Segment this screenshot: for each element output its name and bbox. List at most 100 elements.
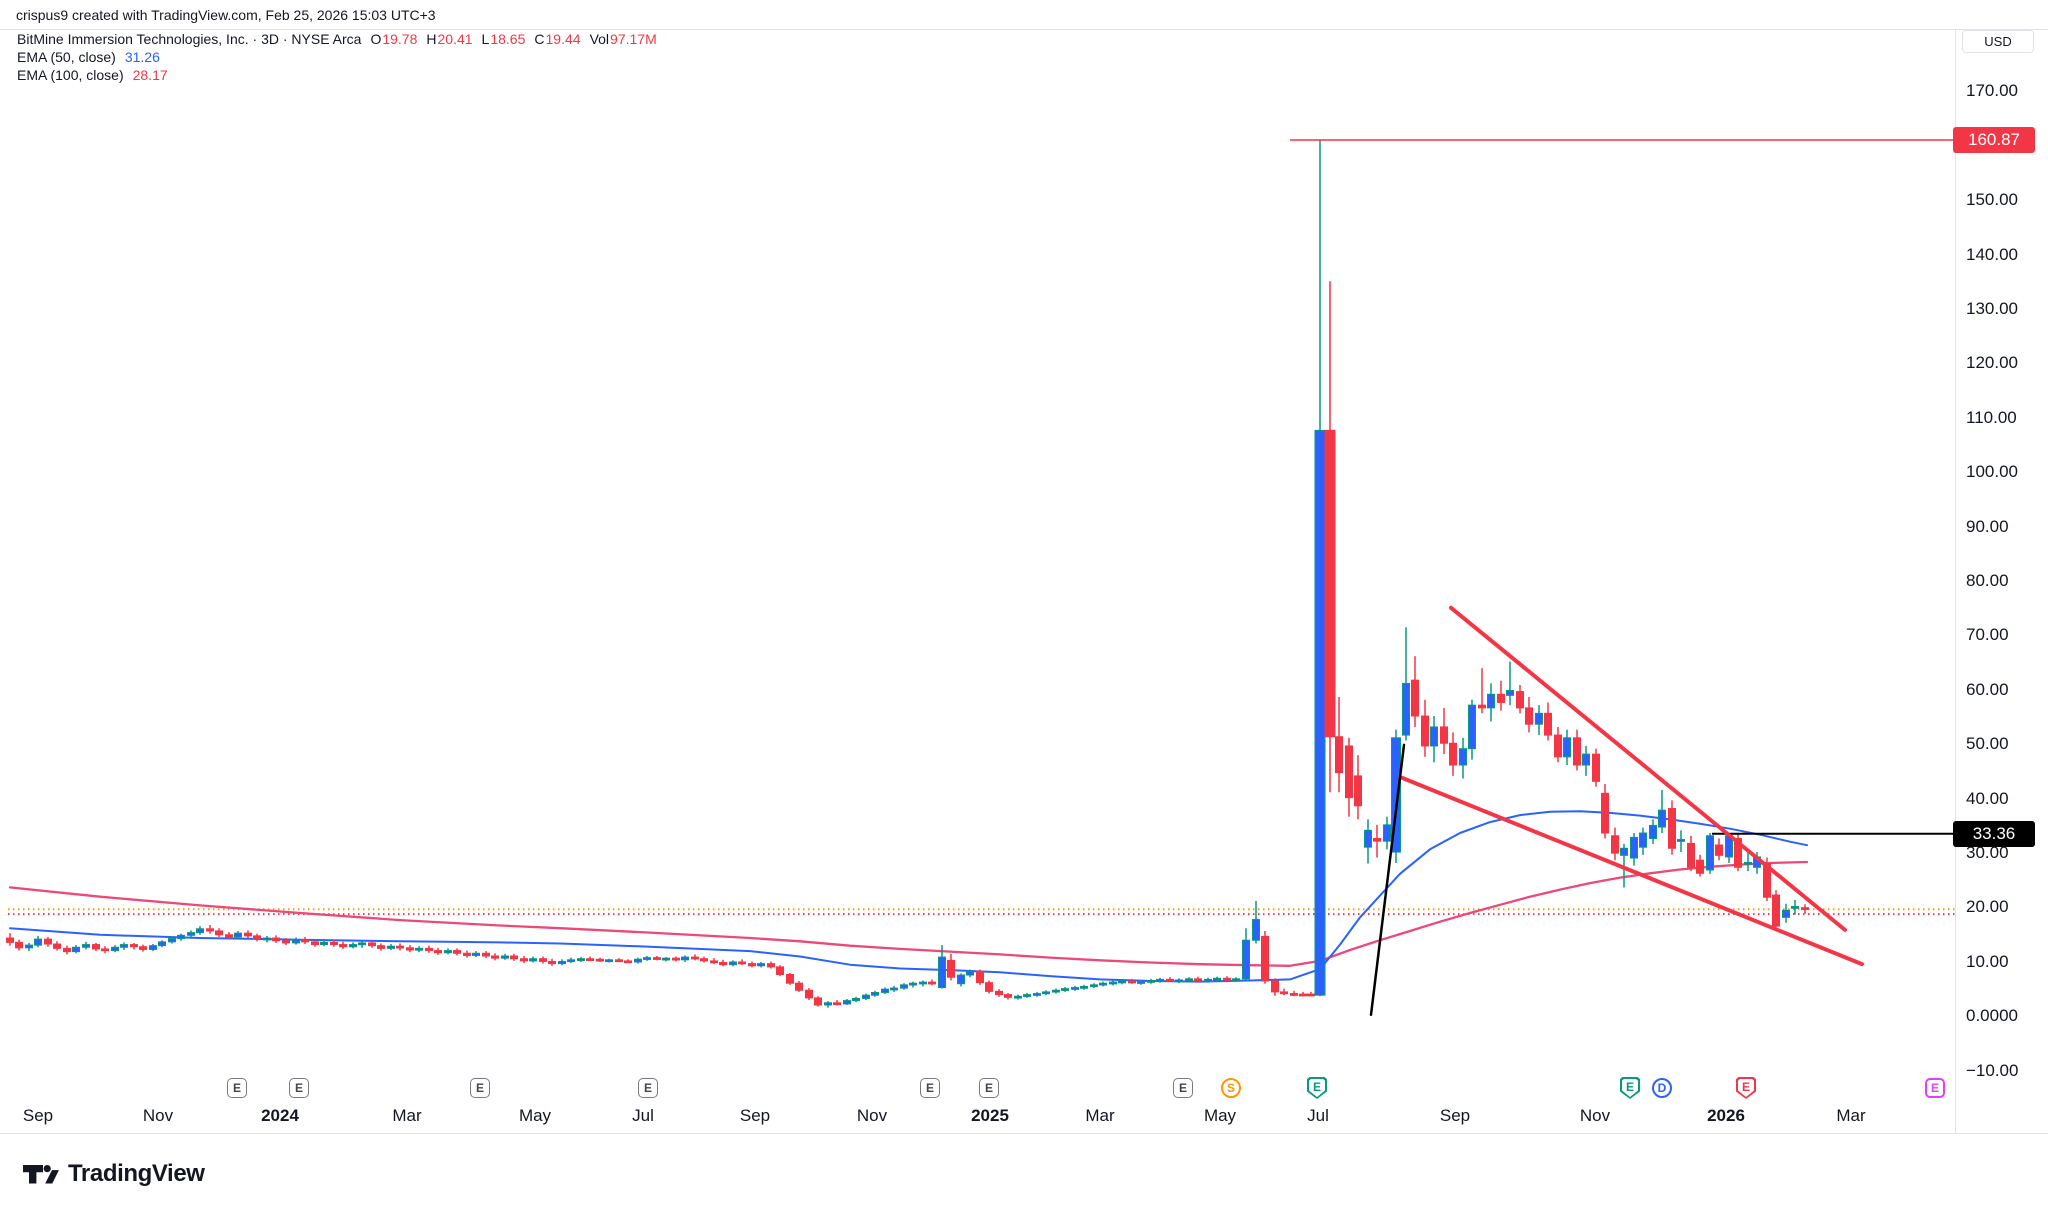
candle-body xyxy=(786,973,794,984)
candle-body xyxy=(1137,981,1145,984)
candle-body xyxy=(1364,829,1372,848)
candle-body xyxy=(577,958,585,962)
candle-body xyxy=(244,932,252,937)
black-trendline xyxy=(1369,743,1406,1017)
candle-body xyxy=(1468,704,1476,750)
ema100-value: 28.17 xyxy=(132,66,168,83)
candle-body xyxy=(1252,919,1260,941)
candle-body xyxy=(1299,993,1307,997)
earnings-badge[interactable]: E xyxy=(1173,1078,1193,1098)
candle-body xyxy=(1801,907,1809,911)
candle-body xyxy=(1280,991,1288,995)
candle-body xyxy=(1042,991,1050,995)
price-tick-label: 20.00 xyxy=(1966,897,2009,917)
candle-body xyxy=(320,941,328,946)
candle-body xyxy=(15,941,23,949)
currency-toggle-button[interactable]: USD xyxy=(1962,30,2034,53)
candle-body xyxy=(34,938,42,946)
ema100-legend-row[interactable]: EMA (100, close) 28.17 xyxy=(17,66,657,83)
candle-body xyxy=(253,935,261,940)
candle-body xyxy=(1261,935,1269,982)
price-tick-label: 30.00 xyxy=(1966,843,2009,863)
candle-body xyxy=(187,932,195,936)
price-tick-label: 10.00 xyxy=(1966,951,2009,971)
earnings-badge[interactable]: E xyxy=(979,1078,999,1098)
tradingview-logo[interactable]: TradingView xyxy=(22,1160,205,1188)
candle-body xyxy=(1194,978,1202,982)
symbol-legend-row[interactable]: BitMine Immersion Technologies, Inc. · 3… xyxy=(17,30,657,47)
earnings-badge[interactable]: E xyxy=(920,1078,940,1098)
candle-body xyxy=(1118,980,1126,984)
candle-body xyxy=(1630,836,1638,859)
candle-body xyxy=(1071,987,1079,990)
candle-body xyxy=(425,947,433,952)
price-tick-label: −10.00 xyxy=(1966,1060,2019,1080)
candle-body xyxy=(700,958,708,962)
time-axis-label: Jul xyxy=(632,1106,654,1125)
price-tick-label: 150.00 xyxy=(1966,190,2018,210)
candle-body xyxy=(1004,994,1012,998)
candle-body xyxy=(510,955,518,960)
split-badge[interactable]: S xyxy=(1221,1078,1241,1098)
dividend-badge[interactable]: D xyxy=(1652,1078,1672,1098)
price-tick-label: 40.00 xyxy=(1966,788,2009,808)
trendline xyxy=(1449,605,1847,932)
time-axis-label: Mar xyxy=(1085,1106,1115,1125)
candle-body xyxy=(396,945,404,949)
events-badge[interactable]: E xyxy=(1925,1078,1945,1098)
candle-body xyxy=(491,955,499,959)
earnings-badge[interactable]: E xyxy=(1307,1077,1327,1099)
candle-body xyxy=(1033,993,1041,996)
candle-body xyxy=(1497,693,1505,703)
volume-value: Vol 97.17M xyxy=(589,30,657,47)
candle-body xyxy=(653,957,661,960)
candle-body xyxy=(1147,979,1155,983)
earnings-badge[interactable]: E xyxy=(1620,1077,1640,1099)
earnings-badge[interactable]: E xyxy=(1736,1077,1756,1099)
price-label-tag: 33.36 xyxy=(1953,820,2035,847)
earnings-badge[interactable]: E xyxy=(289,1078,309,1098)
candle-body xyxy=(1554,734,1562,758)
candle-body xyxy=(548,960,556,965)
price-tick-label: 170.00 xyxy=(1966,81,2018,101)
low-value: L 18.65 xyxy=(481,30,526,47)
candle-body xyxy=(634,958,642,963)
candle-body xyxy=(292,939,300,944)
candle-body xyxy=(1668,808,1676,849)
candle-body xyxy=(501,955,509,959)
candle-body xyxy=(158,941,166,947)
candle-body xyxy=(72,946,80,953)
earnings-badge[interactable]: E xyxy=(227,1078,247,1098)
candle-body xyxy=(1290,993,1298,996)
candle-body xyxy=(282,940,290,944)
candle-body xyxy=(111,946,119,952)
candle-body xyxy=(434,950,442,954)
candle-body xyxy=(558,960,566,965)
candle-body xyxy=(1582,753,1590,766)
time-axis-label: Sep xyxy=(739,1106,771,1125)
candle-body xyxy=(149,945,157,950)
candle-body xyxy=(871,991,879,996)
price-axis-border xyxy=(1955,29,1956,1133)
candle-body xyxy=(415,947,423,951)
candle-body xyxy=(444,950,452,954)
time-axis-label: 2024 xyxy=(261,1106,299,1125)
candle-body xyxy=(1061,988,1069,991)
candle-body xyxy=(1128,980,1136,984)
candle-body xyxy=(615,959,623,963)
ema50-legend-row[interactable]: EMA (50, close) 31.26 xyxy=(17,49,657,65)
ema100-label: EMA (100, close) xyxy=(17,66,124,83)
time-axis-border xyxy=(0,1133,2048,1134)
candle-body xyxy=(1023,994,1031,997)
earnings-badge[interactable]: E xyxy=(470,1078,490,1098)
candle-body xyxy=(757,963,765,967)
price-tick-label: 90.00 xyxy=(1966,516,2009,536)
candle-body xyxy=(947,959,955,978)
earnings-badge[interactable]: E xyxy=(638,1078,658,1098)
time-axis-label: 2026 xyxy=(1707,1106,1745,1125)
candle-body xyxy=(662,957,670,961)
candle-body xyxy=(1478,704,1486,709)
candle-body xyxy=(710,960,718,964)
candle-body xyxy=(1099,982,1107,986)
